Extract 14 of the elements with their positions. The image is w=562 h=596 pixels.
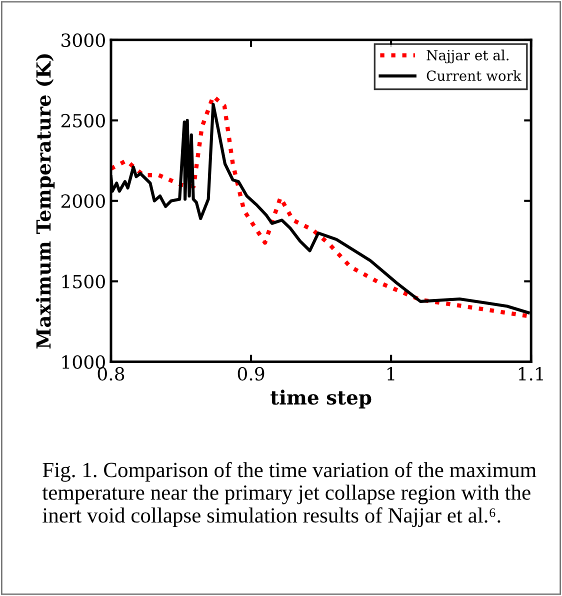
- y-tick-label: 3000: [62, 33, 105, 48]
- y-tick-label: 1500: [62, 274, 105, 288]
- y-tick-label: 1000: [62, 355, 105, 369]
- y-tick-label: 2500: [61, 114, 105, 128]
- y-tick-label: 2000: [61, 194, 105, 208]
- x-tick-label: 1: [388, 366, 394, 380]
- legend-label: Current work: [426, 70, 522, 81]
- legend-label: Najjar et al.: [426, 50, 508, 64]
- caption: Fig. 1. Comparison of the time variation of the maximum temperature near the primary jet collapse region with the inert void collapse simulation results of Najjar et al.⁶.: [42, 462, 536, 528]
- y-axis-title: Maximum Temperature (K): [36, 54, 55, 349]
- x-tick-label: 0.9: [238, 366, 264, 381]
- x-tick-label: 1.1: [518, 366, 543, 381]
- x-tick-label: 0.8: [98, 366, 124, 381]
- x-axis-title: time step: [270, 390, 372, 408]
